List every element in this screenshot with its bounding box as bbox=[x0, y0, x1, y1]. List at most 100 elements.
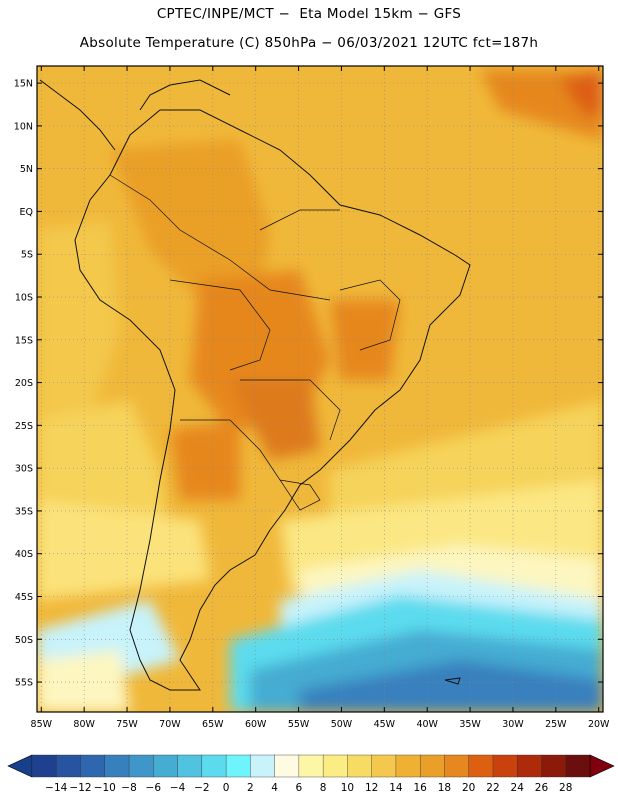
coastlines bbox=[39, 79, 471, 691]
map-frame bbox=[36, 65, 604, 713]
colorbar-swatch bbox=[153, 754, 179, 778]
south-america-coast bbox=[74, 109, 471, 691]
colorbar-swatch bbox=[541, 754, 567, 778]
colorbar-label: 8 bbox=[320, 782, 327, 794]
colorbar-swatch bbox=[274, 754, 300, 778]
lat-label: 35S bbox=[15, 506, 33, 517]
lon-label: 45W bbox=[374, 719, 396, 730]
colorbar-swatch bbox=[468, 754, 494, 778]
colorbar-swatch bbox=[444, 754, 470, 778]
south-pacific-mild bbox=[37, 650, 130, 712]
lat-label: 15N bbox=[14, 79, 33, 90]
colorbar-swatch bbox=[517, 754, 542, 778]
colorbar-label: 12 bbox=[365, 782, 378, 794]
lat-label: 45S bbox=[15, 592, 33, 603]
lat-label: 15S bbox=[15, 335, 33, 346]
colorbar-swatch bbox=[250, 754, 276, 778]
colorbar-label: −4 bbox=[170, 782, 186, 794]
colorbar-label: 10 bbox=[341, 782, 354, 794]
longitude-axis: 85W 80W 75W 70W 65W 60W 55W 50W 45W 40W 35W 30W 25W 2… bbox=[31, 66, 610, 730]
lon-label: 20W bbox=[588, 719, 610, 730]
colorbar-swatch bbox=[298, 754, 324, 778]
colorbar-swatch bbox=[201, 754, 227, 778]
lat-label: 20S bbox=[15, 378, 33, 389]
colorbar-label: 26 bbox=[535, 782, 549, 794]
lon-label: 60W bbox=[245, 719, 267, 730]
border-6 bbox=[259, 209, 340, 231]
latitude-axis: 15N 10N 5N EQ 5S 10S 15S 20S 25S 30S 35S 40S 45S 50S 5… bbox=[14, 79, 603, 689]
colorbar: −14 −12 −10 −8 −6 −4 −2 0 2 4 6 8 10 12 14 16 18 20 22 24 26… bbox=[7, 754, 615, 794]
border-1 bbox=[109, 174, 331, 301]
colorbar-high-arrow bbox=[589, 754, 615, 778]
colorbar-label: 22 bbox=[486, 782, 499, 794]
border-3 bbox=[240, 379, 341, 441]
colorbar-label: 0 bbox=[223, 782, 230, 794]
lon-label: 30W bbox=[502, 719, 524, 730]
lon-label: 85W bbox=[31, 719, 53, 730]
north-atlantic-hot bbox=[560, 70, 603, 120]
colorbar-label: 6 bbox=[296, 782, 303, 794]
colorbar-label: 18 bbox=[438, 782, 451, 794]
colorbar-swatch bbox=[104, 754, 130, 778]
colder-blue-band bbox=[300, 660, 603, 712]
lat-label: 55S bbox=[15, 678, 33, 689]
lat-label: EQ bbox=[20, 207, 33, 218]
lon-label: 65W bbox=[202, 719, 224, 730]
border-5 bbox=[339, 279, 401, 351]
lat-label: 10S bbox=[15, 293, 33, 304]
lat-label: 40S bbox=[15, 549, 33, 560]
temperature-field bbox=[37, 66, 603, 712]
colorbar-swatch bbox=[177, 754, 203, 778]
chart-subtitle: Absolute Temperature (C) 850hPa − 06/03/… bbox=[79, 35, 539, 51]
lon-label: 35W bbox=[459, 719, 481, 730]
colorbar-swatch bbox=[80, 754, 106, 778]
colorbar-label: 28 bbox=[559, 782, 572, 794]
colorbar-swatch bbox=[322, 754, 348, 778]
caribbean-coast bbox=[139, 79, 231, 111]
border-4 bbox=[180, 419, 281, 481]
colorbar-label: −2 bbox=[194, 782, 209, 794]
colorbar-swatch bbox=[565, 754, 591, 778]
colorbar-swatch bbox=[56, 754, 82, 778]
lon-label: 75W bbox=[116, 719, 138, 730]
colorbar-swatch bbox=[419, 754, 445, 778]
colorbar-swatch bbox=[31, 754, 57, 778]
uruguay-border bbox=[279, 479, 321, 511]
chart-title: CPTEC/INPE/MCT − Eta Model 15km − GFS bbox=[156, 6, 462, 22]
colorbar-swatch bbox=[128, 754, 154, 778]
colorbar-low-arrow bbox=[7, 754, 33, 778]
colorbar-swatch bbox=[395, 754, 421, 778]
colorbar-label: −10 bbox=[94, 782, 116, 794]
colorbar-swatch bbox=[225, 754, 251, 778]
colorbar-label: −12 bbox=[69, 782, 91, 794]
lon-label: 55W bbox=[288, 719, 310, 730]
colorbar-label: 20 bbox=[462, 782, 475, 794]
south-hot-core bbox=[230, 380, 320, 460]
colorbar-label: 2 bbox=[247, 782, 254, 794]
lon-label: 80W bbox=[73, 719, 95, 730]
lat-label: 5N bbox=[20, 164, 33, 175]
lon-label: 70W bbox=[159, 719, 181, 730]
central-america-coast bbox=[39, 79, 116, 151]
lon-label: 40W bbox=[416, 719, 438, 730]
lon-label: 25W bbox=[545, 719, 567, 730]
lat-label: 10N bbox=[14, 121, 33, 132]
colorbar-label: 14 bbox=[389, 782, 403, 794]
colorbar-label: 16 bbox=[413, 782, 427, 794]
lat-label: 25S bbox=[15, 421, 33, 432]
colorbar-label: −6 bbox=[146, 782, 162, 794]
pacific-mild-band bbox=[37, 500, 210, 600]
argentina-hot-core bbox=[170, 420, 240, 500]
colorbar-swatch bbox=[492, 754, 518, 778]
colorbar-swatch bbox=[371, 754, 397, 778]
colorbar-label: −14 bbox=[45, 782, 67, 794]
colorbar-label: −8 bbox=[121, 782, 136, 794]
lon-label: 50W bbox=[331, 719, 353, 730]
border-2 bbox=[169, 279, 271, 371]
lat-label: 30S bbox=[15, 464, 33, 475]
lat-label: 5S bbox=[21, 250, 33, 261]
island bbox=[444, 677, 461, 685]
lat-label: 50S bbox=[15, 635, 33, 646]
colorbar-swatch bbox=[347, 754, 373, 778]
